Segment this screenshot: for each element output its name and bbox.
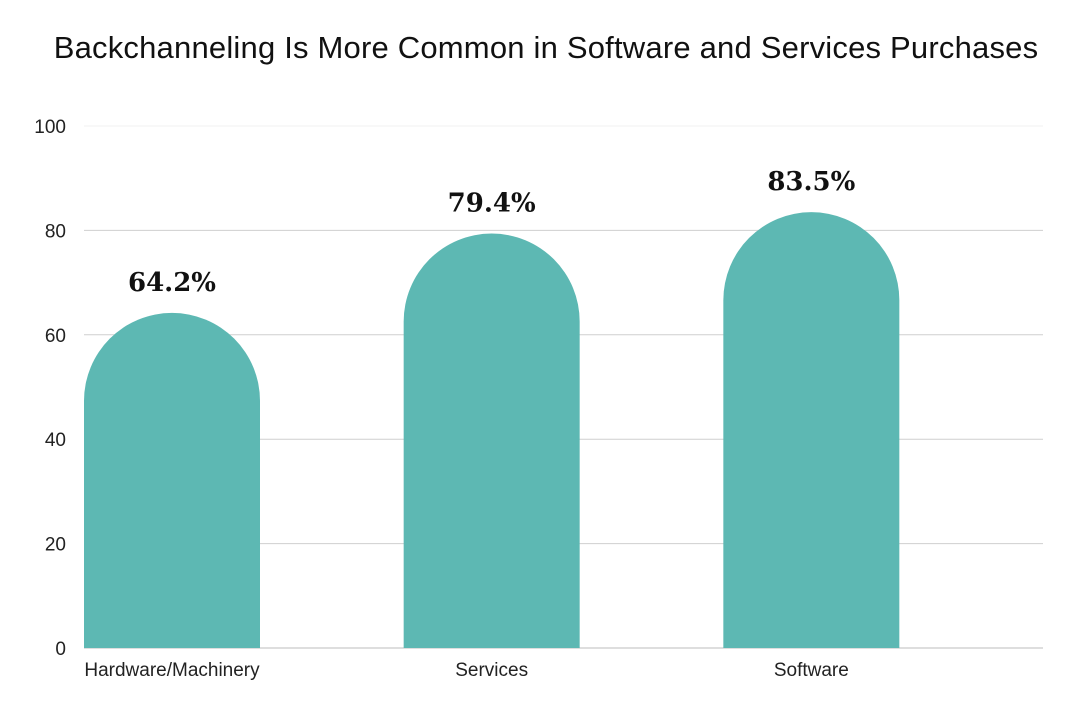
y-tick-label: 60	[45, 326, 66, 347]
x-axis-categories: Hardware/Machinery Services Software	[84, 660, 848, 681]
chart-title: Backchanneling Is More Common in Softwar…	[53, 30, 1039, 65]
y-tick-label: 0	[55, 639, 66, 660]
x-category-label: Software	[774, 660, 849, 681]
x-category-label: Services	[455, 660, 528, 681]
y-tick-label: 20	[45, 535, 66, 556]
y-tick-label: 40	[45, 430, 66, 451]
data-label: 83.5%	[767, 167, 855, 197]
x-category-label: Hardware/Machinery	[84, 660, 260, 681]
bar-software	[723, 212, 900, 648]
bar-hardware-machinery	[84, 312, 260, 648]
y-tick-label: 100	[34, 117, 66, 138]
bar-services	[403, 233, 580, 648]
data-labels: 64.2% 79.4% 83.5%	[128, 167, 856, 298]
bars	[84, 212, 900, 648]
data-label: 64.2%	[128, 268, 216, 298]
y-tick-label: 80	[45, 221, 66, 242]
data-label: 79.4%	[448, 189, 536, 219]
y-axis-ticks: 0 20 40 60 80 100	[34, 117, 66, 660]
